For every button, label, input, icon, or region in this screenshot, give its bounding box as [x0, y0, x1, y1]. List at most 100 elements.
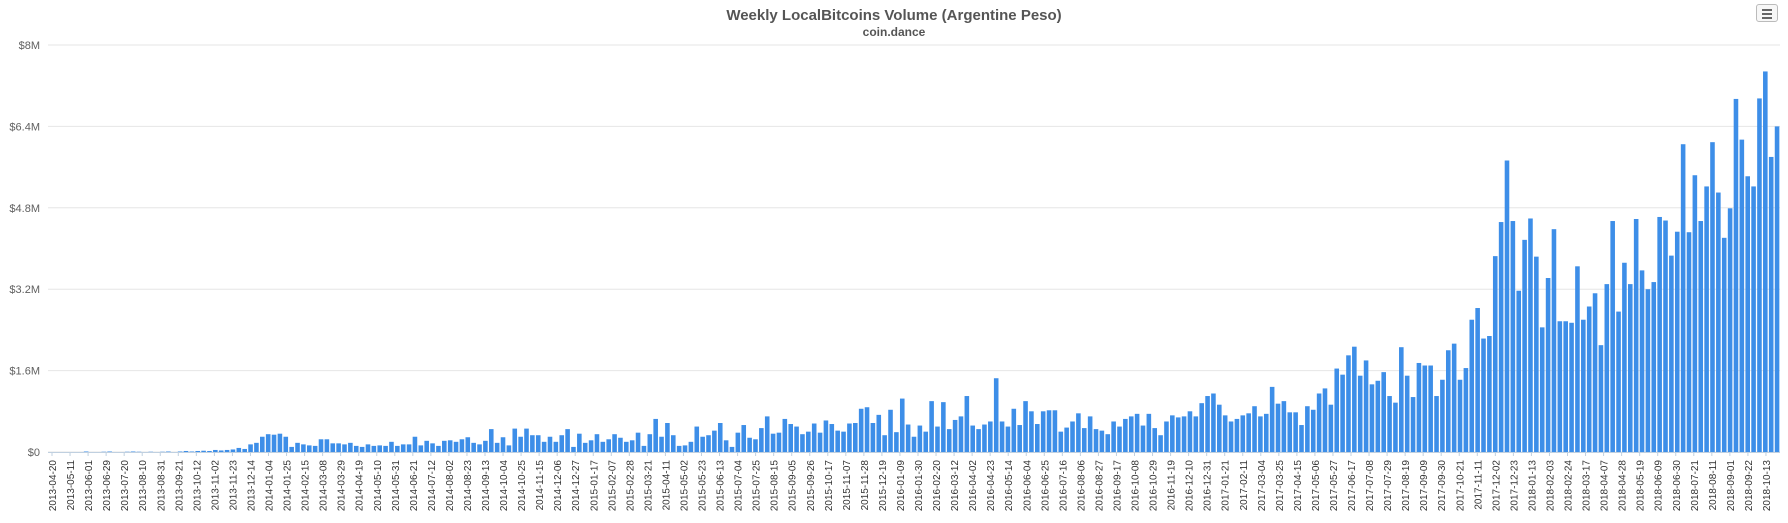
- bar[interactable]: [183, 450, 189, 452]
- bar[interactable]: [1575, 266, 1580, 452]
- bar[interactable]: [1727, 208, 1733, 452]
- bar[interactable]: [353, 445, 359, 452]
- bar[interactable]: [1164, 421, 1169, 452]
- bar[interactable]: [612, 434, 617, 452]
- bar[interactable]: [1305, 406, 1310, 452]
- bar[interactable]: [999, 421, 1005, 452]
- bar[interactable]: [530, 435, 535, 452]
- bar[interactable]: [641, 445, 647, 452]
- bar[interactable]: [1487, 336, 1492, 452]
- bar[interactable]: [1663, 220, 1668, 452]
- bar[interactable]: [1616, 311, 1621, 452]
- bar[interactable]: [1140, 425, 1146, 452]
- bar[interactable]: [1545, 278, 1551, 452]
- bar[interactable]: [946, 429, 952, 452]
- bar[interactable]: [189, 451, 195, 452]
- bar[interactable]: [1287, 412, 1293, 452]
- bar[interactable]: [201, 450, 206, 452]
- bar[interactable]: [1105, 434, 1111, 452]
- bar[interactable]: [594, 434, 600, 452]
- bar[interactable]: [312, 445, 318, 452]
- bar[interactable]: [1416, 362, 1422, 452]
- bar[interactable]: [894, 432, 899, 452]
- bar[interactable]: [389, 441, 394, 452]
- bar[interactable]: [958, 416, 964, 452]
- bar[interactable]: [1633, 218, 1639, 452]
- bar[interactable]: [418, 445, 424, 452]
- bar[interactable]: [1539, 327, 1545, 452]
- bar[interactable]: [1622, 262, 1627, 452]
- bar[interactable]: [1393, 402, 1398, 452]
- bar[interactable]: [1357, 375, 1363, 452]
- bar[interactable]: [1310, 409, 1316, 452]
- bar[interactable]: [759, 428, 764, 452]
- bar[interactable]: [1686, 232, 1692, 452]
- bar[interactable]: [1669, 255, 1674, 452]
- bar[interactable]: [512, 428, 518, 452]
- bar[interactable]: [1657, 216, 1662, 452]
- bar[interactable]: [670, 435, 676, 452]
- bar[interactable]: [471, 442, 476, 452]
- bar[interactable]: [770, 433, 776, 452]
- bar[interactable]: [1440, 379, 1445, 452]
- bar[interactable]: [318, 439, 324, 452]
- bar[interactable]: [1099, 430, 1105, 452]
- bar[interactable]: [506, 445, 512, 452]
- bar[interactable]: [1175, 417, 1181, 452]
- bar[interactable]: [83, 451, 89, 452]
- bar[interactable]: [1551, 229, 1557, 452]
- bar[interactable]: [1692, 175, 1698, 453]
- bar[interactable]: [835, 430, 840, 452]
- bar[interactable]: [248, 444, 253, 452]
- bar[interactable]: [1322, 388, 1328, 452]
- bar[interactable]: [1134, 413, 1140, 452]
- bar[interactable]: [1739, 139, 1745, 452]
- bar[interactable]: [712, 430, 717, 452]
- bar[interactable]: [130, 451, 136, 452]
- bar[interactable]: [858, 408, 864, 452]
- bar[interactable]: [524, 428, 529, 452]
- bar[interactable]: [853, 423, 858, 452]
- bar[interactable]: [236, 447, 242, 452]
- bar[interactable]: [1217, 404, 1222, 452]
- bar[interactable]: [265, 434, 271, 452]
- bar[interactable]: [1040, 411, 1046, 452]
- bar[interactable]: [436, 445, 441, 452]
- bar[interactable]: [289, 446, 294, 452]
- bar[interactable]: [1087, 416, 1093, 452]
- bar[interactable]: [1645, 289, 1651, 452]
- bar[interactable]: [811, 423, 817, 452]
- bar[interactable]: [342, 444, 347, 452]
- bar[interactable]: [447, 440, 453, 452]
- bar[interactable]: [565, 429, 570, 452]
- bar[interactable]: [1399, 347, 1404, 452]
- bar[interactable]: [659, 436, 664, 452]
- bar[interactable]: [723, 440, 729, 452]
- bar[interactable]: [324, 439, 330, 452]
- bar[interactable]: [1252, 406, 1257, 452]
- bar[interactable]: [218, 450, 224, 452]
- bar[interactable]: [847, 423, 852, 452]
- bar[interactable]: [624, 441, 629, 452]
- bar[interactable]: [882, 435, 887, 452]
- bar[interactable]: [295, 442, 300, 452]
- bar[interactable]: [1404, 375, 1410, 452]
- bar[interactable]: [1081, 428, 1087, 452]
- bar[interactable]: [682, 445, 688, 452]
- bar[interactable]: [277, 433, 283, 452]
- bar[interactable]: [1422, 365, 1428, 452]
- bar[interactable]: [494, 442, 500, 452]
- bar[interactable]: [1516, 290, 1522, 452]
- bar[interactable]: [553, 441, 559, 452]
- bar[interactable]: [1128, 416, 1134, 452]
- bar[interactable]: [1768, 156, 1774, 452]
- bar[interactable]: [383, 445, 388, 452]
- bar[interactable]: [1457, 379, 1463, 452]
- bar[interactable]: [841, 431, 846, 452]
- bar[interactable]: [1592, 293, 1598, 452]
- bar[interactable]: [1275, 403, 1281, 452]
- bar[interactable]: [776, 432, 782, 452]
- bar[interactable]: [1463, 368, 1469, 452]
- bar[interactable]: [1733, 98, 1739, 453]
- bar[interactable]: [1610, 221, 1615, 452]
